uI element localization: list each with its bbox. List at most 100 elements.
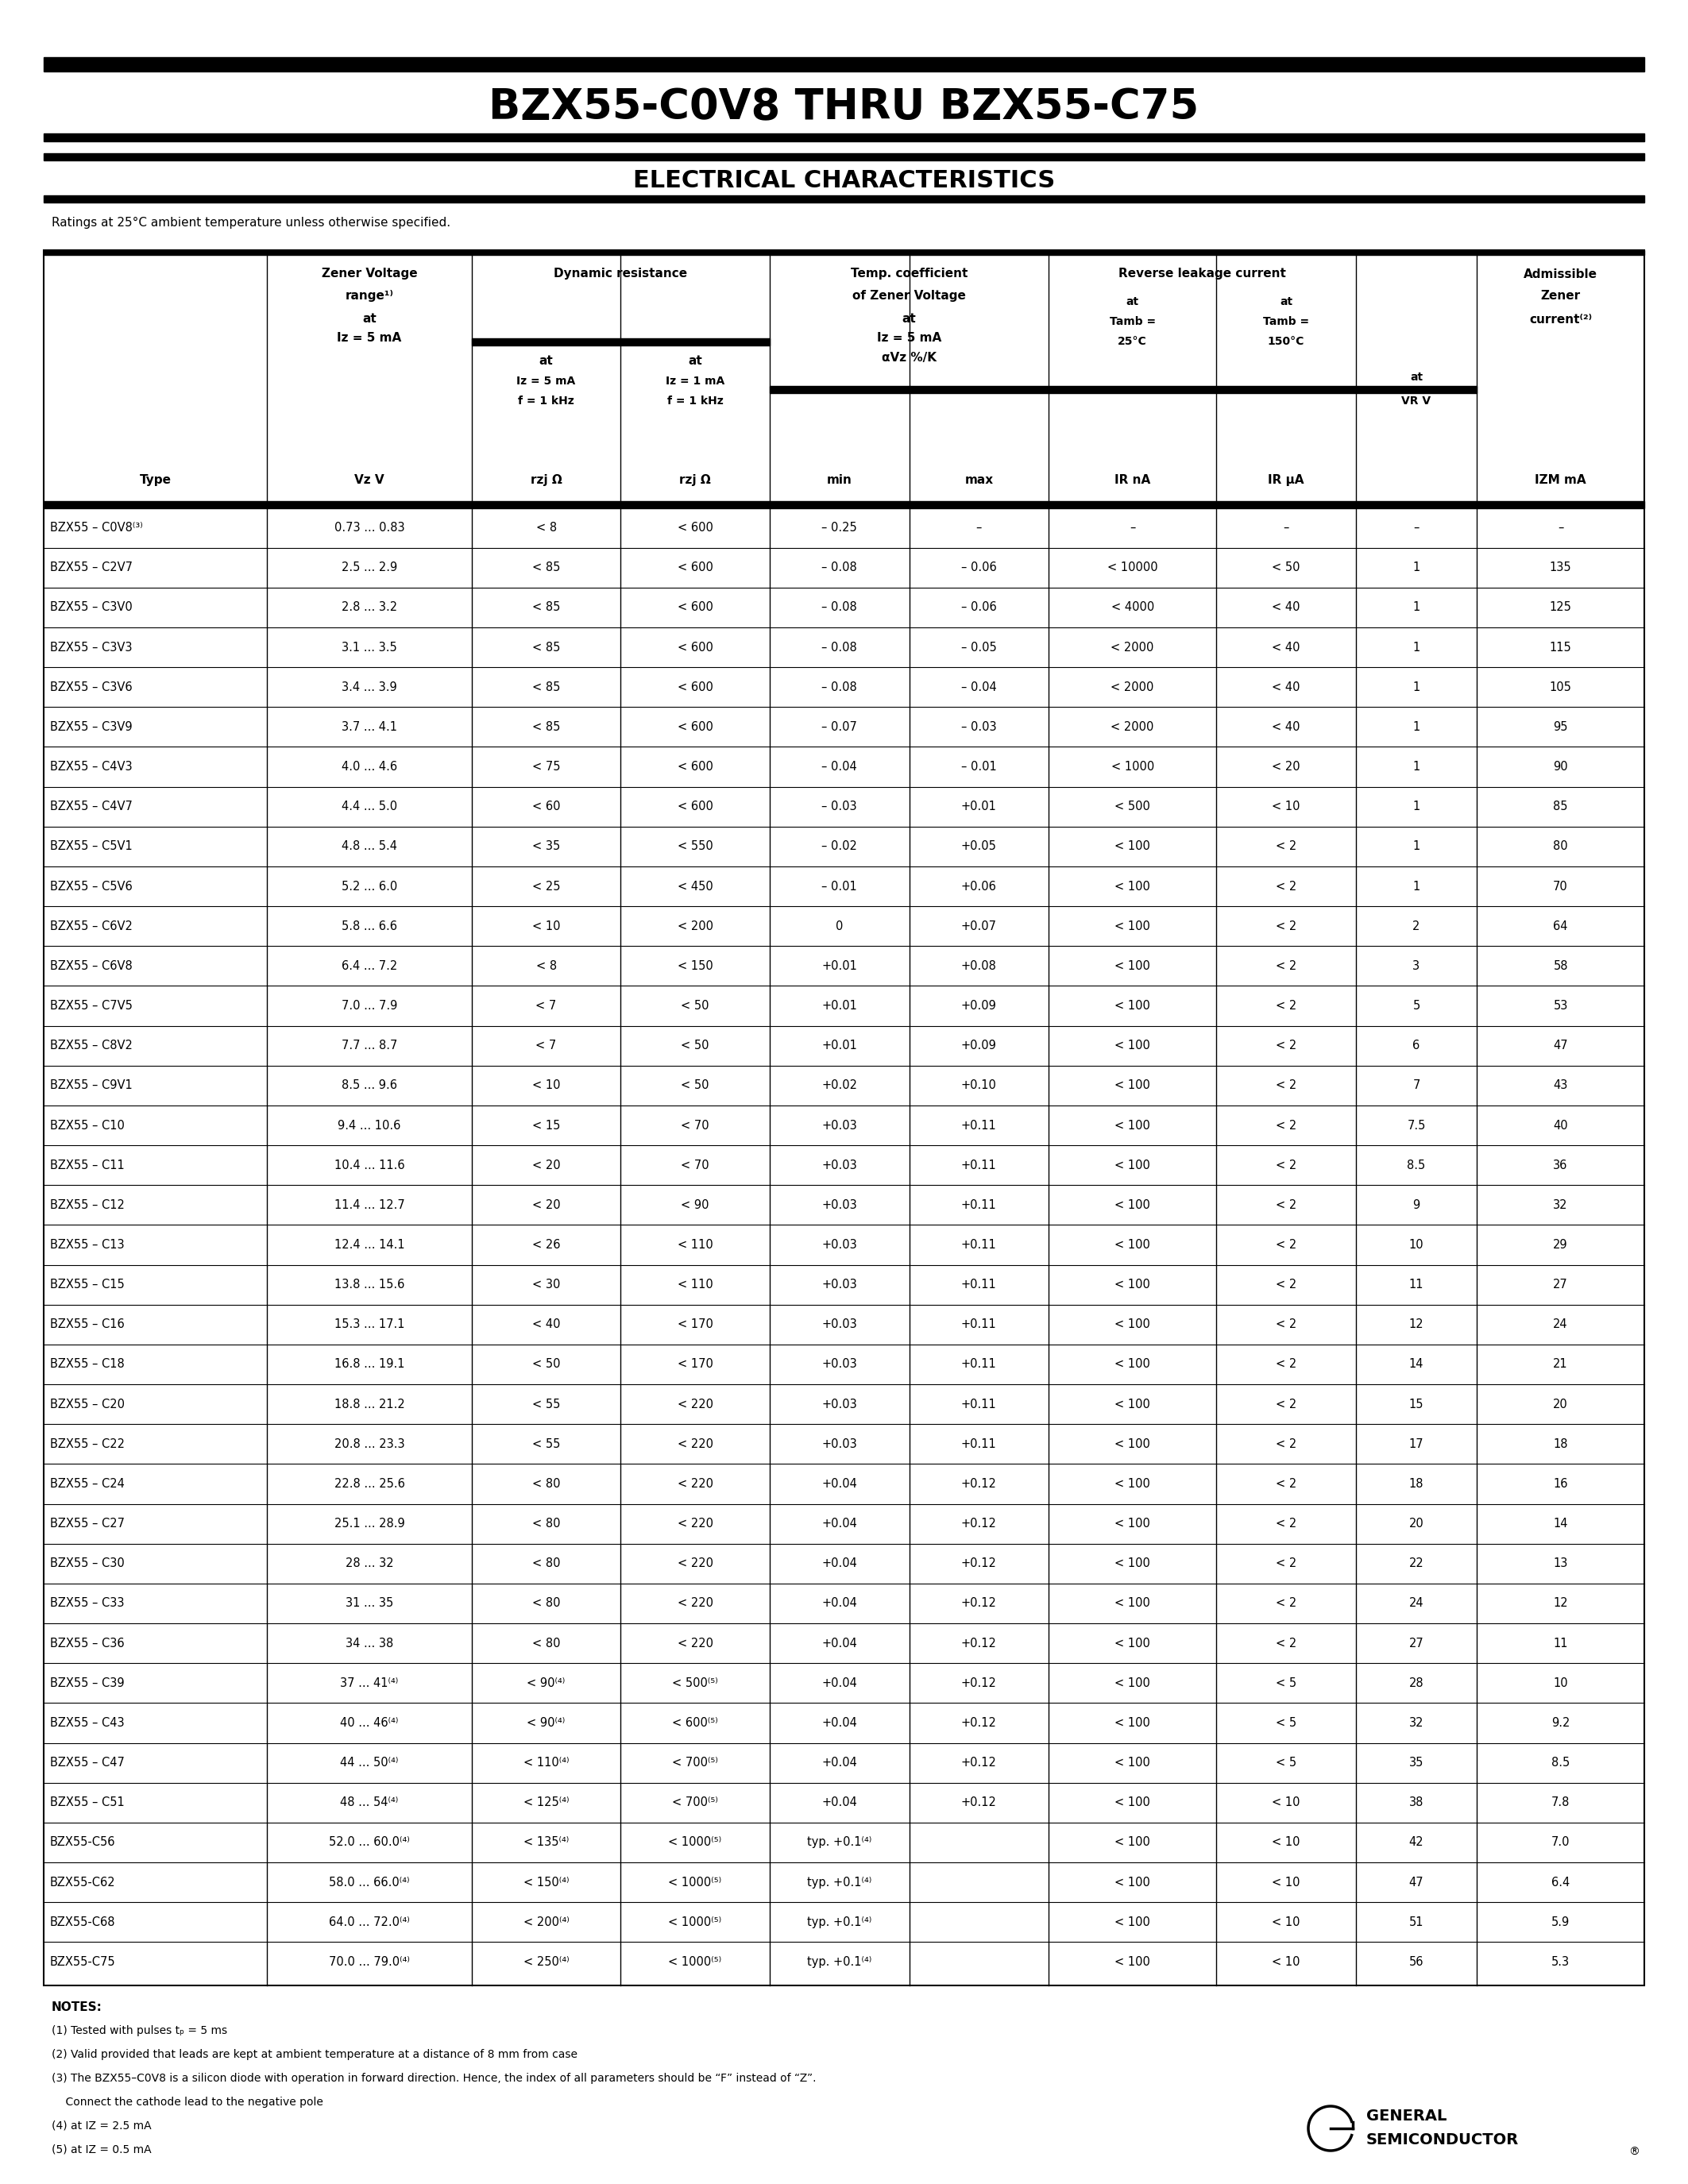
Text: +0.02: +0.02 <box>822 1079 858 1092</box>
Text: BZX55 – C3V6: BZX55 – C3V6 <box>51 681 132 692</box>
Text: < 100: < 100 <box>1114 1238 1150 1251</box>
Text: 52.0 ... 60.0⁽⁴⁾: 52.0 ... 60.0⁽⁴⁾ <box>329 1837 410 1848</box>
Text: +0.06: +0.06 <box>960 880 996 893</box>
Text: BZX55 – C36: BZX55 – C36 <box>51 1638 125 1649</box>
Text: < 1000⁽⁵⁾: < 1000⁽⁵⁾ <box>668 1837 722 1848</box>
Text: < 200: < 200 <box>677 919 712 933</box>
Text: Dynamic resistance: Dynamic resistance <box>554 269 687 280</box>
Text: < 10: < 10 <box>1273 1797 1300 1808</box>
Text: current⁽²⁾: current⁽²⁾ <box>1529 314 1592 325</box>
Text: 1: 1 <box>1413 681 1420 692</box>
Text: BZX55 – C24: BZX55 – C24 <box>51 1479 125 1489</box>
Text: +0.04: +0.04 <box>822 1756 858 1769</box>
Text: < 500: < 500 <box>1114 802 1150 812</box>
Text: < 2000: < 2000 <box>1111 721 1155 734</box>
Text: +0.04: +0.04 <box>822 1717 858 1730</box>
Text: ELECTRICAL CHARACTERISTICS: ELECTRICAL CHARACTERISTICS <box>633 170 1055 192</box>
Text: < 10: < 10 <box>1273 1957 1300 1968</box>
Text: < 2: < 2 <box>1276 1518 1296 1529</box>
Text: 25°C: 25°C <box>1117 336 1148 347</box>
Text: 1: 1 <box>1413 601 1420 614</box>
Text: < 150⁽⁴⁾: < 150⁽⁴⁾ <box>523 1876 569 1889</box>
Text: 9.2: 9.2 <box>1551 1717 1570 1730</box>
Text: rzj Ω: rzj Ω <box>530 474 562 487</box>
Text: < 2: < 2 <box>1276 1358 1296 1369</box>
Text: – 0.03: – 0.03 <box>822 802 858 812</box>
Text: < 26: < 26 <box>532 1238 560 1251</box>
Text: < 7: < 7 <box>535 1040 557 1053</box>
Text: BZX55 – C7V5: BZX55 – C7V5 <box>51 1000 133 1011</box>
Text: < 100: < 100 <box>1114 961 1150 972</box>
Text: +0.10: +0.10 <box>960 1079 996 1092</box>
Text: 0.73 ... 0.83: 0.73 ... 0.83 <box>334 522 405 533</box>
Text: – 0.02: – 0.02 <box>822 841 858 852</box>
Text: at: at <box>1409 371 1423 382</box>
Text: < 2: < 2 <box>1276 1398 1296 1411</box>
Text: 6: 6 <box>1413 1040 1420 1053</box>
Text: 3.1 ... 3.5: 3.1 ... 3.5 <box>341 642 397 653</box>
Text: +0.12: +0.12 <box>960 1797 996 1808</box>
Text: +0.01: +0.01 <box>960 802 996 812</box>
Text: (4) at IZ = 2.5 mA: (4) at IZ = 2.5 mA <box>52 2121 152 2132</box>
Text: < 100: < 100 <box>1114 1797 1150 1808</box>
Text: < 30: < 30 <box>532 1280 560 1291</box>
Text: 64.0 ... 72.0⁽⁴⁾: 64.0 ... 72.0⁽⁴⁾ <box>329 1915 410 1928</box>
Text: < 2: < 2 <box>1276 1319 1296 1330</box>
Text: < 40: < 40 <box>532 1319 560 1330</box>
Text: < 2: < 2 <box>1276 1079 1296 1092</box>
Text: < 100: < 100 <box>1114 1280 1150 1291</box>
Bar <box>44 251 1644 256</box>
Text: < 600: < 600 <box>677 681 712 692</box>
Text: 5.9: 5.9 <box>1551 1915 1570 1928</box>
Text: < 75: < 75 <box>532 760 560 773</box>
Text: < 100: < 100 <box>1114 1837 1150 1848</box>
Text: < 85: < 85 <box>532 561 560 574</box>
Text: – 0.08: – 0.08 <box>822 601 858 614</box>
Text: < 10: < 10 <box>532 1079 560 1092</box>
Text: BZX55-C0V8 THRU BZX55-C75: BZX55-C0V8 THRU BZX55-C75 <box>490 87 1198 129</box>
Text: NOTES:: NOTES: <box>52 2001 103 2014</box>
Text: 15.3 ... 17.1: 15.3 ... 17.1 <box>334 1319 405 1330</box>
Text: 36: 36 <box>1553 1160 1568 1171</box>
Text: min: min <box>827 474 852 487</box>
Text: 7: 7 <box>1413 1079 1420 1092</box>
Text: < 55: < 55 <box>532 1437 560 1450</box>
Text: < 10: < 10 <box>1273 802 1300 812</box>
Text: 64: 64 <box>1553 919 1568 933</box>
Text: VR V: VR V <box>1401 395 1431 406</box>
Text: 53: 53 <box>1553 1000 1568 1011</box>
Text: < 100: < 100 <box>1114 1756 1150 1769</box>
Text: GENERAL: GENERAL <box>1366 2110 1447 2125</box>
Text: +0.11: +0.11 <box>960 1437 996 1450</box>
Text: < 25: < 25 <box>532 880 560 893</box>
Text: (3) The BZX55–C0V8 is a silicon diode with operation in forward direction. Hence: (3) The BZX55–C0V8 is a silicon diode wi… <box>52 2073 817 2084</box>
Text: < 80: < 80 <box>532 1518 560 1529</box>
Text: < 100: < 100 <box>1114 1717 1150 1730</box>
Bar <box>471 339 770 345</box>
Text: < 100: < 100 <box>1114 1915 1150 1928</box>
Text: < 90⁽⁴⁾: < 90⁽⁴⁾ <box>527 1677 565 1688</box>
Text: Iz = 5 mA: Iz = 5 mA <box>517 376 576 387</box>
Text: < 1000: < 1000 <box>1111 760 1155 773</box>
Text: 18: 18 <box>1409 1479 1423 1489</box>
Text: 3.4 ... 3.9: 3.4 ... 3.9 <box>341 681 397 692</box>
Text: +0.03: +0.03 <box>822 1120 858 1131</box>
Bar <box>1048 387 1477 393</box>
Text: < 80: < 80 <box>532 1479 560 1489</box>
Text: BZX55 – C27: BZX55 – C27 <box>51 1518 125 1529</box>
Text: αVz %/K: αVz %/K <box>881 352 937 365</box>
Text: 4.0 ... 4.6: 4.0 ... 4.6 <box>341 760 397 773</box>
Text: BZX55 – C5V1: BZX55 – C5V1 <box>51 841 132 852</box>
Text: 7.7 ... 8.7: 7.7 ... 8.7 <box>341 1040 397 1053</box>
Text: < 10: < 10 <box>532 919 560 933</box>
Text: 3: 3 <box>1413 961 1420 972</box>
Text: Vz V: Vz V <box>354 474 385 487</box>
Text: 1: 1 <box>1413 760 1420 773</box>
Text: 27: 27 <box>1409 1638 1423 1649</box>
Text: +0.01: +0.01 <box>822 961 858 972</box>
Text: BZX55 – C13: BZX55 – C13 <box>51 1238 125 1251</box>
Text: IR nA: IR nA <box>1114 474 1151 487</box>
Text: BZX55-C56: BZX55-C56 <box>51 1837 115 1848</box>
Text: 20: 20 <box>1409 1518 1423 1529</box>
Text: BZX55 – C11: BZX55 – C11 <box>51 1160 125 1171</box>
